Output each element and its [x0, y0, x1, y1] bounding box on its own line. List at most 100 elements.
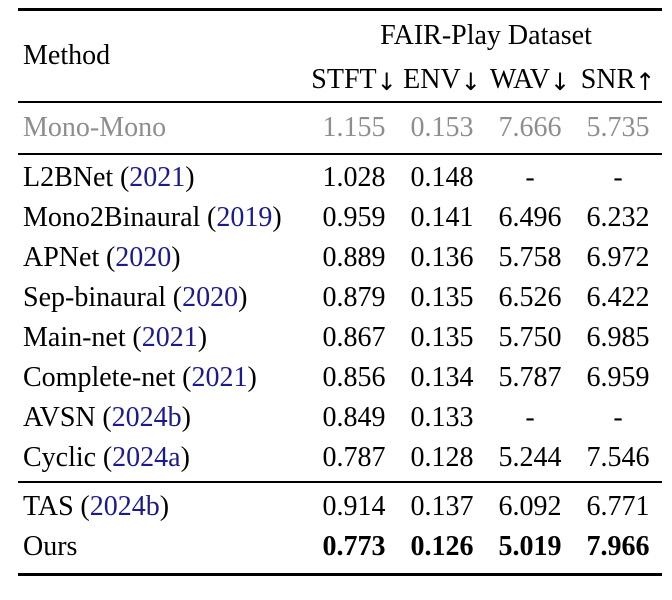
paren-open: ( [119, 162, 130, 193]
value-cell: 5.019 [498, 531, 562, 562]
down-arrow-icon: ↓ [550, 68, 571, 96]
method-name: AVSN [23, 402, 96, 433]
method-name: Main-net [23, 322, 126, 353]
citation-year-link[interactable]: 2019 [216, 202, 273, 233]
value-cell: - [613, 162, 623, 193]
method-column-header: Method [23, 40, 111, 71]
method-name: APNet [23, 242, 100, 273]
table-section-prior-methods: L2BNet (2021) 1.028 0.148- - Mono2Binaural (20… [18, 154, 662, 482]
value-cell: 5.787 [498, 362, 562, 393]
paren-close: ) [181, 402, 191, 433]
table-row: Complete-net (2021) 0.856 0.134 5.787 6.959 [18, 358, 662, 398]
citation-year-link[interactable]: 2024b [89, 491, 160, 522]
value-cell: - [525, 402, 535, 433]
table-header: Method FAIR-Play Dataset STFT↓ ENV↓ WAV↓… [18, 10, 662, 102]
value-cell: 7.546 [586, 442, 650, 473]
method-cell: Cyclic (2024a) [18, 438, 310, 482]
value-cell: 0.856 [322, 362, 386, 393]
method-cell: APNet (2020) [18, 238, 310, 278]
method-cell: AVSN (2024b) [18, 398, 310, 438]
table-section-baseline: Mono-Mono 1.155 0.153 7.666 5.735 [18, 102, 662, 154]
citation-year-link[interactable]: 2020 [182, 282, 239, 313]
col-header-label: WAV [489, 64, 551, 95]
value-cell: - [525, 162, 535, 193]
value-cell: 6.972 [586, 242, 650, 273]
method-cell: TAS (2024b) [18, 482, 310, 527]
paren-open: ( [80, 491, 90, 522]
paren-open: ( [132, 322, 142, 353]
table-row: Mono-Mono 1.155 0.153 7.666 5.735 [18, 102, 662, 154]
method-cell: Ours [18, 527, 310, 575]
table-row: TAS (2024b) 0.914 0.137 6.092 6.771 [18, 482, 662, 527]
paren-open: ( [105, 242, 116, 273]
value-cell: 0.137 [410, 491, 474, 522]
method-name: Complete-net [23, 362, 176, 393]
table-section-ours-section: TAS (2024b) 0.914 0.137 6.092 6.771 Ours 0.773 0… [18, 482, 662, 575]
value-cell: 5.750 [498, 322, 562, 353]
value-cell: 0.889 [322, 242, 386, 273]
down-arrow-icon: ↓ [460, 68, 481, 96]
value-cell: 7.666 [498, 112, 562, 143]
value-cell: 0.867 [322, 322, 386, 353]
method-cell: Complete-net (2021) [18, 358, 310, 398]
paren-close: ) [197, 322, 208, 353]
up-arrow-icon: ↑ [635, 68, 656, 96]
citation-year-link[interactable]: 2021 [129, 162, 186, 193]
value-cell: 5.735 [586, 112, 650, 143]
results-table: Method FAIR-Play Dataset STFT↓ ENV↓ WAV↓… [18, 8, 662, 576]
col-header-label: SNR [580, 64, 636, 95]
value-cell: 5.244 [498, 442, 562, 473]
value-cell: - [613, 402, 623, 433]
citation-year-link[interactable]: 2024b [111, 402, 182, 433]
value-cell: 6.496 [498, 202, 562, 233]
col-header-label: STFT [311, 64, 377, 95]
citation-year-link[interactable]: 2024a [112, 442, 181, 473]
table-row: L2BNet (2021) 1.028 0.148 - - [18, 154, 662, 198]
method-cell: Mono-Mono [18, 102, 310, 154]
paren-open: ( [172, 282, 183, 313]
value-cell: 6.771 [586, 491, 650, 522]
table-row: Ours 0.773 0.126 5.019 7.966 [18, 527, 662, 575]
dataset-group-header: FAIR-Play Dataset [380, 20, 592, 51]
method-name: Ours [23, 531, 78, 562]
citation-year-link[interactable]: 2021 [191, 362, 248, 393]
value-cell: 6.232 [586, 202, 650, 233]
method-cell: Mono2Binaural (2019) [18, 198, 310, 238]
value-cell: 0.133 [410, 402, 474, 433]
table-row: Mono2Binaural (2019) 0.959 0.141 6.496 6.232 [18, 198, 662, 238]
paren-open: ( [182, 362, 192, 393]
col-header-wav: WAV↓ [486, 59, 574, 102]
value-cell: 0.134 [410, 362, 474, 393]
paren-close: ) [185, 162, 195, 193]
value-cell: 6.422 [586, 282, 650, 313]
value-cell: 7.966 [586, 531, 650, 562]
method-name: TAS [23, 491, 74, 522]
paren-close: ) [272, 202, 282, 233]
value-cell: 0.126 [410, 531, 474, 562]
paren-open: ( [102, 402, 112, 433]
citation-year-link[interactable]: 2021 [141, 322, 198, 353]
col-header-label: ENV [403, 64, 461, 95]
value-cell: 0.128 [410, 442, 474, 473]
value-cell: 0.849 [322, 402, 386, 433]
col-header-stft: STFT↓ [310, 59, 398, 102]
value-cell: 0.136 [410, 242, 474, 273]
value-cell: 0.135 [410, 322, 474, 353]
method-name: Mono-Mono [23, 112, 167, 143]
value-cell: 0.773 [322, 531, 386, 562]
value-cell: 0.959 [322, 202, 386, 233]
value-cell: 1.028 [322, 162, 386, 193]
method-cell: Sep-binaural (2020) [18, 278, 310, 318]
value-cell: 6.092 [498, 491, 562, 522]
table-row: Cyclic (2024a) 0.787 0.128 5.244 7.546 [18, 438, 662, 482]
citation-year-link[interactable]: 2020 [115, 242, 172, 273]
method-cell: Main-net (2021) [18, 318, 310, 358]
paren-close: ) [238, 282, 248, 313]
table-row: Main-net (2021) 0.867 0.135 5.750 6.985 [18, 318, 662, 358]
value-cell: 6.985 [586, 322, 650, 353]
value-cell: 0.879 [322, 282, 386, 313]
value-cell: 0.148 [410, 162, 474, 193]
method-name: L2BNet [23, 162, 114, 193]
table-row: APNet (2020) 0.889 0.136 5.758 6.972 [18, 238, 662, 278]
paren-open: ( [207, 202, 217, 233]
